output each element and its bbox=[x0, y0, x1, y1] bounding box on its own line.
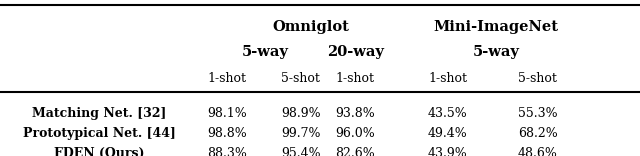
Text: 49.4%: 49.4% bbox=[428, 127, 468, 140]
Text: 1-shot: 1-shot bbox=[208, 71, 246, 85]
Text: 68.2%: 68.2% bbox=[518, 127, 557, 140]
Text: 5-way: 5-way bbox=[242, 45, 289, 59]
Text: Matching Net. [32]: Matching Net. [32] bbox=[32, 107, 166, 120]
Text: Mini-ImageNet: Mini-ImageNet bbox=[433, 20, 559, 34]
Text: 95.4%: 95.4% bbox=[281, 147, 321, 156]
Text: 98.9%: 98.9% bbox=[281, 107, 321, 120]
Text: 5-shot: 5-shot bbox=[518, 71, 557, 85]
Text: 55.3%: 55.3% bbox=[518, 107, 557, 120]
Text: 82.6%: 82.6% bbox=[335, 147, 375, 156]
Text: 1-shot: 1-shot bbox=[336, 71, 374, 85]
Text: 43.5%: 43.5% bbox=[428, 107, 468, 120]
Text: 48.6%: 48.6% bbox=[518, 147, 557, 156]
Text: 98.1%: 98.1% bbox=[207, 107, 247, 120]
Text: 96.0%: 96.0% bbox=[335, 127, 375, 140]
Text: 20-way: 20-way bbox=[327, 45, 383, 59]
Text: 98.8%: 98.8% bbox=[207, 127, 247, 140]
Text: 5-way: 5-way bbox=[472, 45, 520, 59]
Text: FDEN (Ours): FDEN (Ours) bbox=[54, 147, 145, 156]
Text: Prototypical Net. [44]: Prototypical Net. [44] bbox=[23, 127, 175, 140]
Text: 43.9%: 43.9% bbox=[428, 147, 468, 156]
Text: 1-shot: 1-shot bbox=[429, 71, 467, 85]
Text: Omniglot: Omniglot bbox=[272, 20, 349, 34]
Text: 88.3%: 88.3% bbox=[207, 147, 247, 156]
Text: 93.8%: 93.8% bbox=[335, 107, 375, 120]
Text: 99.7%: 99.7% bbox=[281, 127, 321, 140]
Text: 5-shot: 5-shot bbox=[282, 71, 320, 85]
